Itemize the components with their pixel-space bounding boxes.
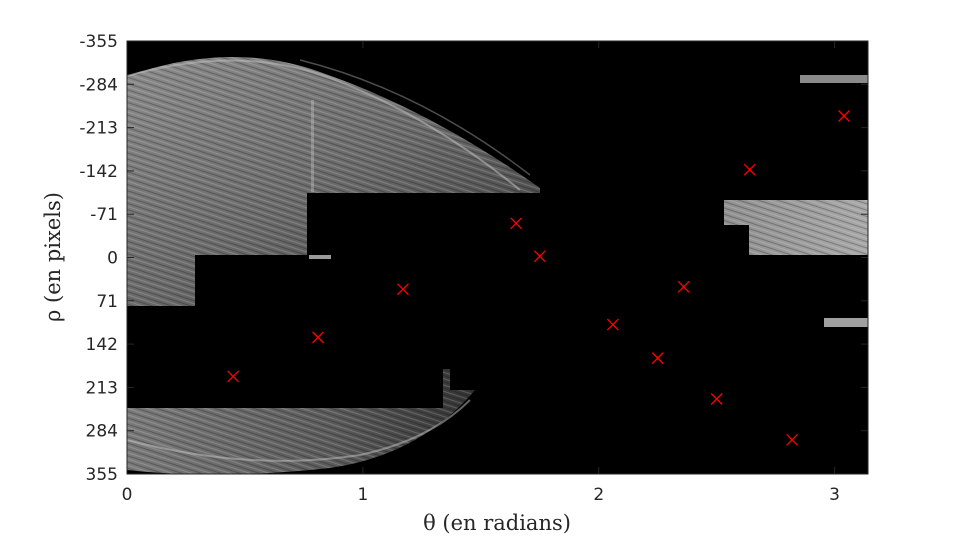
peak-marker (227, 370, 240, 383)
peak-markers (227, 110, 850, 446)
y-tick-label: 142 (86, 335, 118, 355)
peak-marker (606, 318, 619, 331)
peak-marker (710, 393, 723, 405)
peak-marker (510, 217, 523, 230)
accumulator-image (127, 41, 868, 474)
y-tick-label: -71 (90, 205, 118, 225)
image-texture-upper-left (127, 56, 540, 306)
y-axis-label: ρ (en pixels) (41, 192, 65, 322)
y-tick-label: -142 (79, 162, 118, 182)
y-tick-label: 355 (86, 465, 118, 485)
y-tick-label: 71 (96, 292, 118, 312)
image-strip-top-right (800, 75, 868, 83)
x-axis-label: θ (en radians) (423, 511, 571, 535)
y-tick-label: 213 (86, 378, 118, 398)
image-small-patch (309, 255, 331, 259)
image-curve-upper-outer (299, 59, 531, 176)
x-tick-label: 2 (593, 485, 604, 505)
peak-marker (312, 331, 325, 344)
image-strip-mid-right (824, 318, 868, 327)
x-tick-label: 0 (122, 485, 133, 505)
peak-marker (743, 163, 756, 176)
image-curve-upper (127, 59, 521, 191)
y-tick-label: 284 (86, 422, 118, 442)
peak-marker (533, 250, 546, 263)
y-tick-label: 0 (107, 249, 118, 269)
y-tick-label: -355 (79, 32, 118, 52)
y-tick-label: -284 (79, 75, 118, 95)
peak-marker (651, 352, 664, 365)
peak-marker (838, 110, 850, 122)
x-tick-label: 3 (829, 485, 840, 505)
x-tick-label: 1 (357, 485, 368, 505)
peak-marker (786, 433, 799, 446)
peak-marker (677, 280, 690, 293)
peak-marker (397, 283, 409, 296)
image-texture-right (724, 200, 868, 255)
image-curve-lower (127, 399, 471, 462)
y-tick-label: -213 (79, 119, 118, 139)
image-vertical-streak (311, 100, 314, 192)
y-axis-ticks: -355 -284 -213 -142 -71 0 71 142 213 284 355 (79, 32, 868, 485)
x-axis-ticks: 0 1 2 3 (122, 41, 840, 505)
